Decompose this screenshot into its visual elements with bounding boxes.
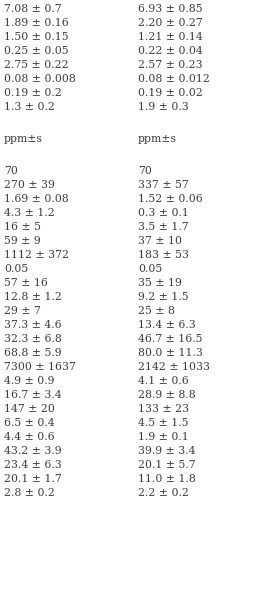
Text: 23.4 ± 6.3: 23.4 ± 6.3 — [4, 460, 62, 470]
Text: 4.3 ± 1.2: 4.3 ± 1.2 — [4, 208, 55, 218]
Text: 20.1 ± 1.7: 20.1 ± 1.7 — [4, 474, 62, 484]
Text: 59 ± 9: 59 ± 9 — [4, 236, 41, 246]
Text: 6.5 ± 0.4: 6.5 ± 0.4 — [4, 418, 55, 428]
Text: 4.5 ± 1.5: 4.5 ± 1.5 — [138, 418, 188, 428]
Text: 183 ± 53: 183 ± 53 — [138, 250, 189, 260]
Text: 35 ± 19: 35 ± 19 — [138, 278, 182, 288]
Text: 0.22 ± 0.04: 0.22 ± 0.04 — [138, 46, 203, 56]
Text: 0.08 ± 0.012: 0.08 ± 0.012 — [138, 74, 210, 84]
Text: ppm±s: ppm±s — [138, 134, 177, 144]
Text: 1.21 ± 0.14: 1.21 ± 0.14 — [138, 32, 203, 42]
Text: 1.9 ± 0.1: 1.9 ± 0.1 — [138, 432, 189, 442]
Text: 4.1 ± 0.6: 4.1 ± 0.6 — [138, 376, 189, 386]
Text: 2.57 ± 0.23: 2.57 ± 0.23 — [138, 60, 203, 70]
Text: 7.08 ± 0.7: 7.08 ± 0.7 — [4, 4, 62, 14]
Text: 2142 ± 1033: 2142 ± 1033 — [138, 362, 210, 372]
Text: 0.05: 0.05 — [4, 264, 28, 274]
Text: 37.3 ± 4.6: 37.3 ± 4.6 — [4, 320, 62, 330]
Text: 80.0 ± 11.3: 80.0 ± 11.3 — [138, 348, 203, 358]
Text: 16 ± 5: 16 ± 5 — [4, 222, 41, 232]
Text: 3.5 ± 1.7: 3.5 ± 1.7 — [138, 222, 189, 232]
Text: 2.20 ± 0.27: 2.20 ± 0.27 — [138, 18, 203, 28]
Text: 1.89 ± 0.16: 1.89 ± 0.16 — [4, 18, 69, 28]
Text: 2.2 ± 0.2: 2.2 ± 0.2 — [138, 488, 189, 498]
Text: 2.75 ± 0.22: 2.75 ± 0.22 — [4, 60, 69, 70]
Text: 0.08 ± 0.008: 0.08 ± 0.008 — [4, 74, 76, 84]
Text: 0.19 ± 0.02: 0.19 ± 0.02 — [138, 88, 203, 98]
Text: 2.8 ± 0.2: 2.8 ± 0.2 — [4, 488, 55, 498]
Text: 12.8 ± 1.2: 12.8 ± 1.2 — [4, 292, 62, 302]
Text: 1.69 ± 0.08: 1.69 ± 0.08 — [4, 194, 69, 204]
Text: 0.19 ± 0.2: 0.19 ± 0.2 — [4, 88, 62, 98]
Text: 28.9 ± 8.8: 28.9 ± 8.8 — [138, 390, 196, 400]
Text: 13.4 ± 6.3: 13.4 ± 6.3 — [138, 320, 196, 330]
Text: 270 ± 39: 270 ± 39 — [4, 180, 55, 190]
Text: 1.50 ± 0.15: 1.50 ± 0.15 — [4, 32, 69, 42]
Text: 0.3 ± 0.1: 0.3 ± 0.1 — [138, 208, 189, 218]
Text: 147 ± 20: 147 ± 20 — [4, 404, 55, 414]
Text: 70: 70 — [138, 166, 152, 176]
Text: ppm±s: ppm±s — [4, 134, 43, 144]
Text: 1112 ± 372: 1112 ± 372 — [4, 250, 69, 260]
Text: 133 ± 23: 133 ± 23 — [138, 404, 189, 414]
Text: 29 ± 7: 29 ± 7 — [4, 306, 41, 316]
Text: 4.4 ± 0.6: 4.4 ± 0.6 — [4, 432, 55, 442]
Text: 43.2 ± 3.9: 43.2 ± 3.9 — [4, 446, 62, 456]
Text: 11.0 ± 1.8: 11.0 ± 1.8 — [138, 474, 196, 484]
Text: 37 ± 10: 37 ± 10 — [138, 236, 182, 246]
Text: 32.3 ± 6.8: 32.3 ± 6.8 — [4, 334, 62, 344]
Text: 25 ± 8: 25 ± 8 — [138, 306, 175, 316]
Text: 1.3 ± 0.2: 1.3 ± 0.2 — [4, 102, 55, 112]
Text: 4.9 ± 0.9: 4.9 ± 0.9 — [4, 376, 54, 386]
Text: 16.7 ± 3.4: 16.7 ± 3.4 — [4, 390, 62, 400]
Text: 68.8 ± 5.9: 68.8 ± 5.9 — [4, 348, 62, 358]
Text: 6.93 ± 0.85: 6.93 ± 0.85 — [138, 4, 203, 14]
Text: 46.7 ± 16.5: 46.7 ± 16.5 — [138, 334, 203, 344]
Text: 337 ± 57: 337 ± 57 — [138, 180, 189, 190]
Text: 70: 70 — [4, 166, 18, 176]
Text: 20.1 ± 5.7: 20.1 ± 5.7 — [138, 460, 196, 470]
Text: 0.25 ± 0.05: 0.25 ± 0.05 — [4, 46, 69, 56]
Text: 1.52 ± 0.06: 1.52 ± 0.06 — [138, 194, 203, 204]
Text: 1.9 ± 0.3: 1.9 ± 0.3 — [138, 102, 189, 112]
Text: 57 ± 16: 57 ± 16 — [4, 278, 48, 288]
Text: 39.9 ± 3.4: 39.9 ± 3.4 — [138, 446, 195, 456]
Text: 7300 ± 1637: 7300 ± 1637 — [4, 362, 76, 372]
Text: 9.2 ± 1.5: 9.2 ± 1.5 — [138, 292, 189, 302]
Text: 0.05: 0.05 — [138, 264, 162, 274]
